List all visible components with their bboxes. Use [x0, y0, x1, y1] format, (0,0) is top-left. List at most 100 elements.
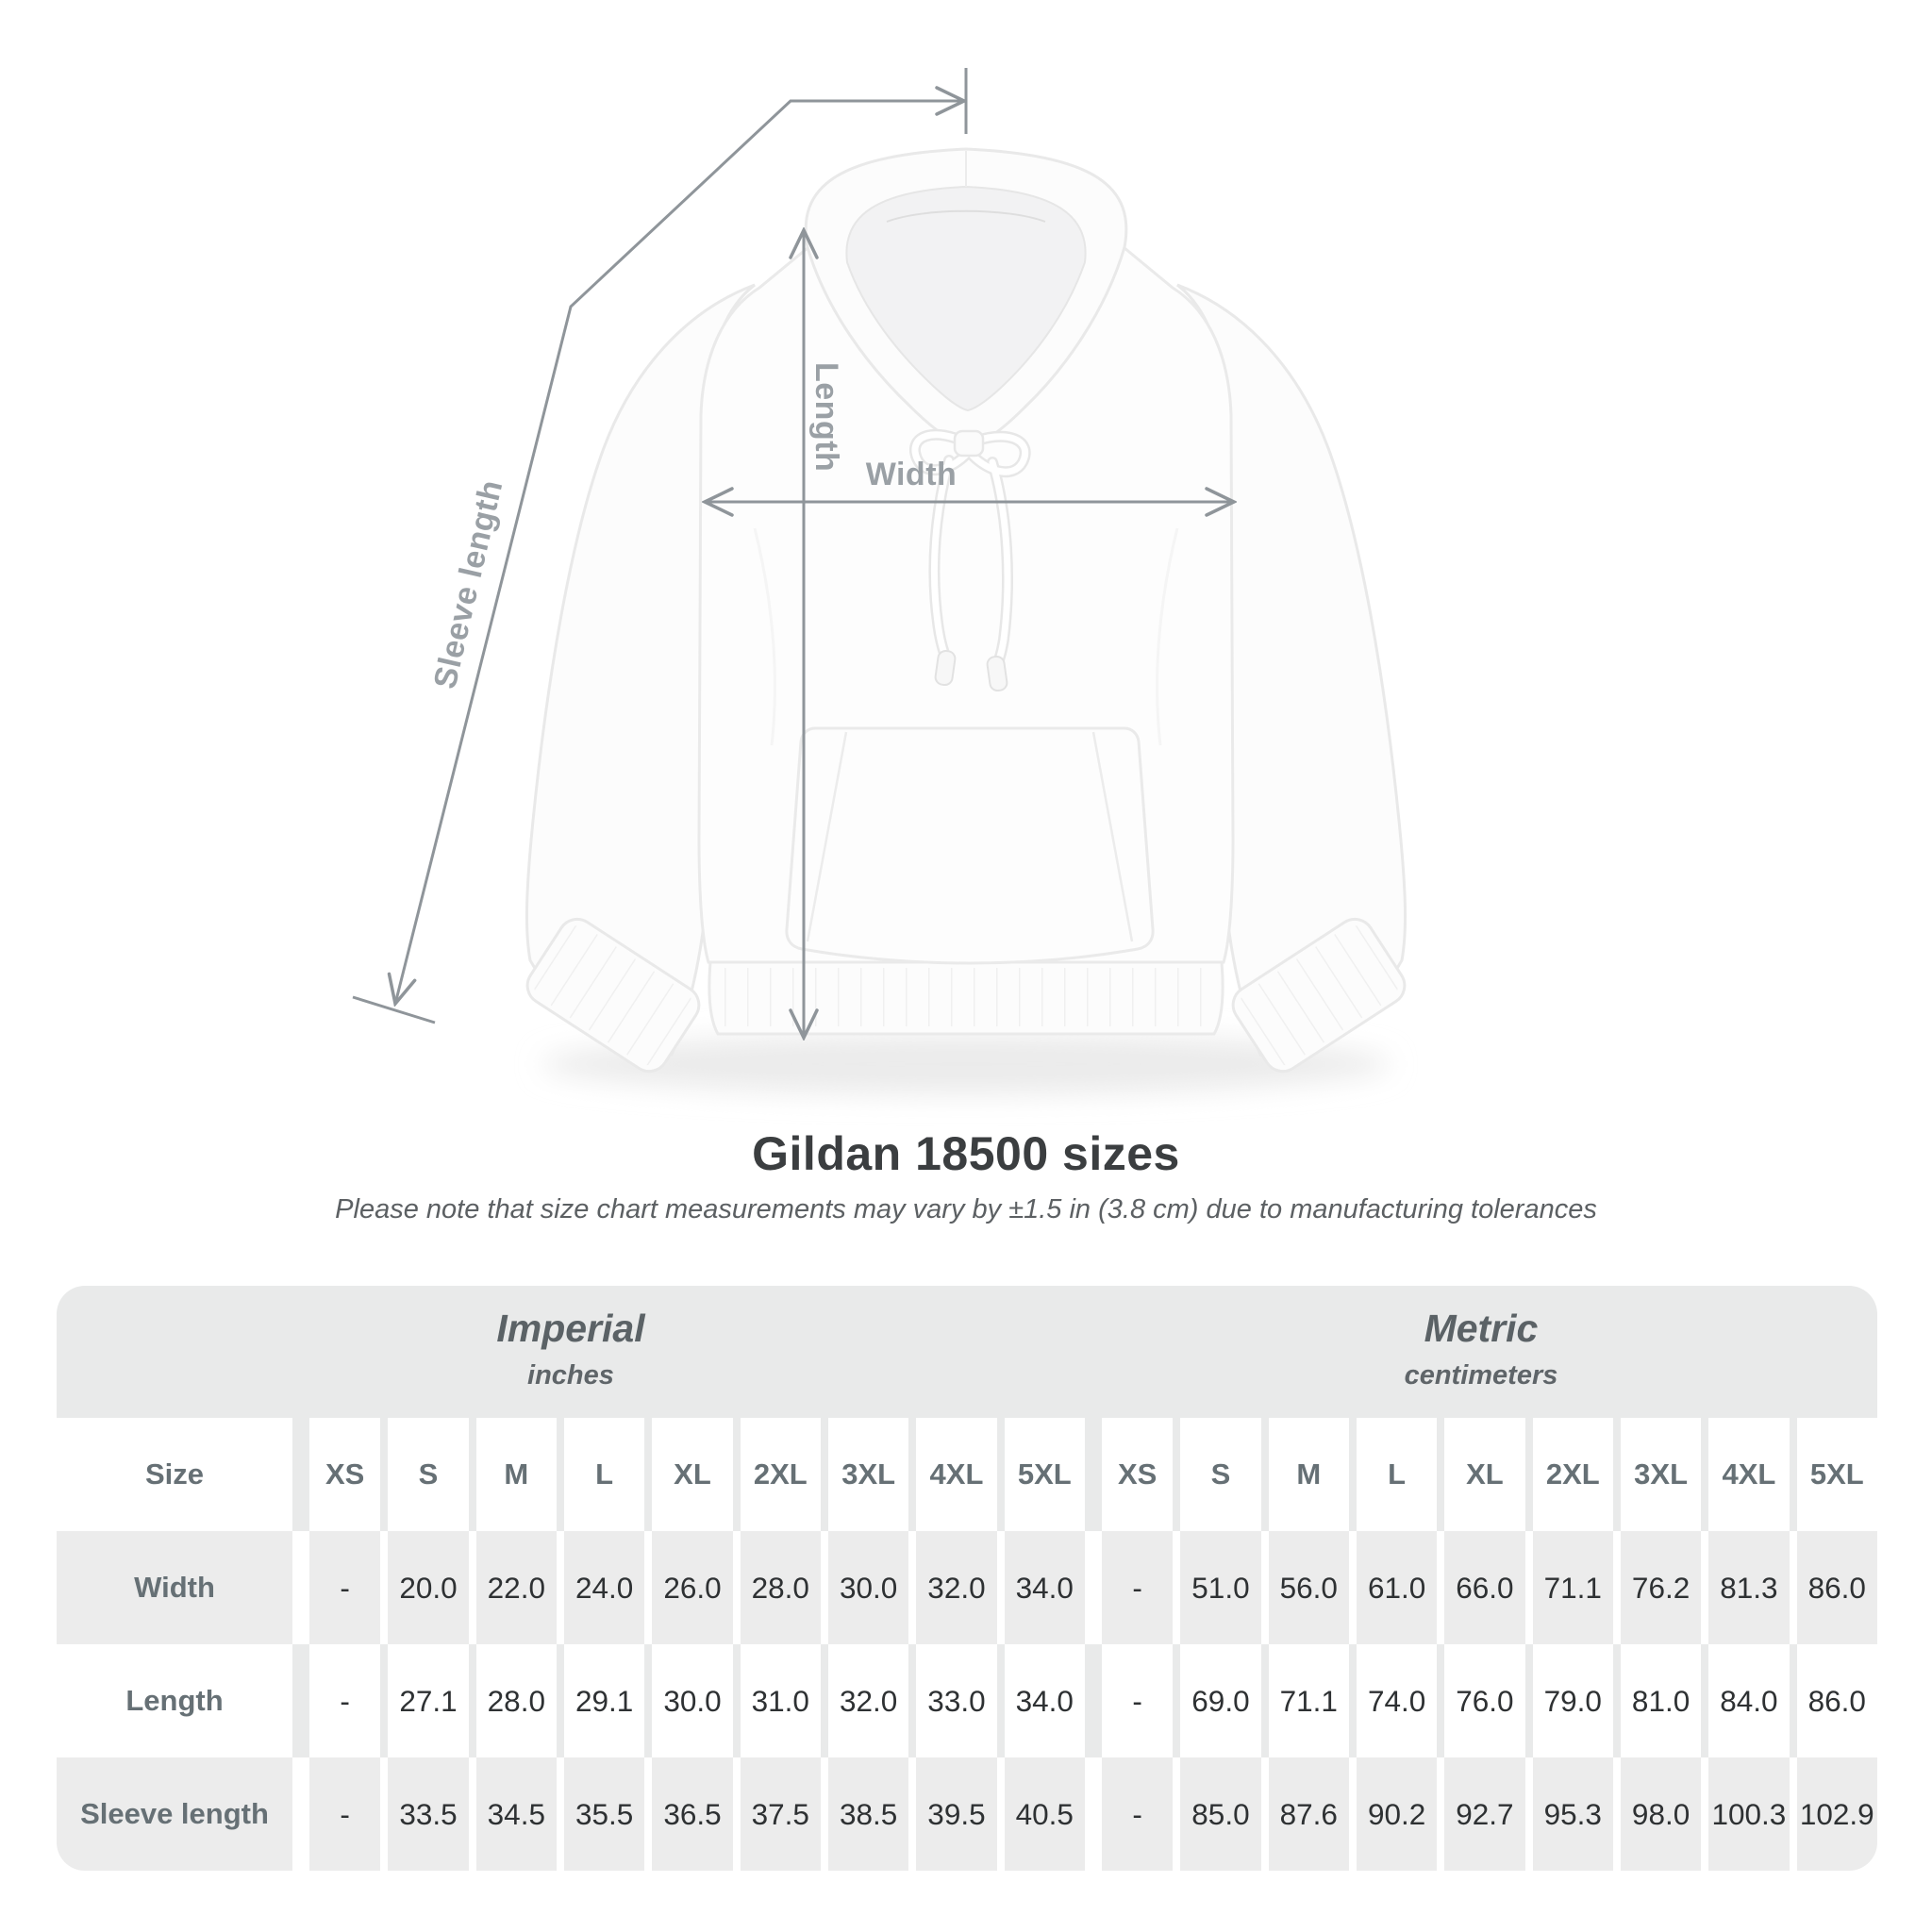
size-table-body: Width -20.0 22.0 24.0 26.0 28.0 30.0 32.0 34.0-5…	[57, 1531, 1877, 1871]
size-table: Imperial inches Metric centimeters Size …	[57, 1286, 1877, 1871]
value-cell: 56.0	[1260, 1531, 1349, 1644]
column-header-imperial-s: S	[380, 1418, 469, 1531]
column-header-metric-2xl: 2XL	[1524, 1418, 1613, 1531]
column-header-imperial-3xl: 3XL	[820, 1418, 909, 1531]
hoodie-shadow	[541, 1034, 1391, 1094]
column-header-metric-l: L	[1348, 1418, 1438, 1531]
metric-group-header: Metric centimeters	[1084, 1286, 1877, 1418]
value-cell: 29.1	[556, 1644, 645, 1757]
value-cell: 71.1	[1260, 1644, 1349, 1757]
value-cell: 71.1	[1524, 1531, 1613, 1644]
hoodie-measurement-diagram: Width Length Sleeve length	[352, 68, 1407, 1094]
tolerance-note: Please note that size chart measurements…	[335, 1194, 1597, 1224]
size-column-label: Size	[57, 1418, 292, 1531]
value-cell: 86.0	[1789, 1531, 1877, 1644]
value-cell: 27.1	[380, 1644, 469, 1757]
value-cell: 37.5	[732, 1757, 821, 1871]
column-header-metric-xs: XS	[1084, 1418, 1174, 1531]
value-cell: 51.0	[1173, 1531, 1261, 1644]
value-cell: 35.5	[556, 1757, 645, 1871]
column-header-row: Size XS S M L XL 2XL 3XL 4XL 5XL XS S M L XL 2XL 3XL 4XL…	[57, 1418, 1877, 1531]
column-header-imperial-5xl: 5XL	[996, 1418, 1085, 1531]
value-cell: 33.5	[380, 1757, 469, 1871]
column-header-imperial-4xl: 4XL	[908, 1418, 997, 1531]
value-cell: 100.3	[1701, 1757, 1790, 1871]
value-cell: 38.5	[820, 1757, 909, 1871]
measurement-row-sleeve-length: Sleeve length -33.5 34.5 35.5 36.5 37.5 38.5 39…	[57, 1757, 1877, 1871]
column-header-imperial-l: L	[556, 1418, 645, 1531]
kangaroo-pocket	[785, 726, 1155, 965]
value-cell: 76.2	[1612, 1531, 1702, 1644]
value-cell: -	[292, 1531, 381, 1644]
value-cell: 39.5	[908, 1757, 997, 1871]
imperial-unit-label: inches	[527, 1360, 614, 1391]
value-cell: 32.0	[820, 1644, 909, 1757]
value-cell: 90.2	[1348, 1757, 1438, 1871]
hoodie-graphic	[525, 147, 1407, 1094]
value-cell: 92.7	[1437, 1757, 1525, 1871]
page-title: Gildan 18500 sizes	[752, 1127, 1180, 1180]
column-header-imperial-xl: XL	[644, 1418, 733, 1531]
value-cell: 40.5	[996, 1757, 1085, 1871]
value-cell: 28.0	[732, 1531, 821, 1644]
value-cell: 84.0	[1701, 1644, 1790, 1757]
value-cell: 34.0	[996, 1644, 1085, 1757]
value-cell: 30.0	[820, 1531, 909, 1644]
value-cell: 95.3	[1524, 1757, 1613, 1871]
body-wrinkle-right	[1156, 527, 1179, 746]
value-cell: 98.0	[1612, 1757, 1702, 1871]
value-cell: 30.0	[644, 1644, 733, 1757]
unit-group-header-row: Imperial inches Metric centimeters	[57, 1286, 1877, 1418]
value-cell: 31.0	[732, 1644, 821, 1757]
column-header-metric-5xl: 5XL	[1789, 1418, 1877, 1531]
hoodie-illustration	[352, 68, 1407, 1094]
row-label: Width	[57, 1531, 292, 1644]
hem-band	[708, 960, 1224, 1036]
metric-unit-label: centimeters	[1404, 1360, 1558, 1391]
value-cell: 69.0	[1173, 1644, 1261, 1757]
value-cell: 66.0	[1437, 1531, 1525, 1644]
row-label: Sleeve length	[57, 1757, 292, 1871]
row-label: Length	[57, 1644, 292, 1757]
column-header-metric-xl: XL	[1437, 1418, 1525, 1531]
measurement-row-width: Width -20.0 22.0 24.0 26.0 28.0 30.0 32.0 34.0-5…	[57, 1531, 1877, 1644]
value-cell: -	[1084, 1531, 1174, 1644]
value-cell: 87.6	[1260, 1757, 1349, 1871]
value-cell: 36.5	[644, 1757, 733, 1871]
imperial-group-header: Imperial inches	[57, 1286, 1085, 1418]
column-header-imperial-xs: XS	[292, 1418, 381, 1531]
value-cell: 79.0	[1524, 1644, 1613, 1757]
value-cell: 28.0	[468, 1644, 557, 1757]
value-cell: -	[1084, 1757, 1174, 1871]
imperial-label: Imperial	[496, 1307, 645, 1350]
value-cell: 26.0	[644, 1531, 733, 1644]
value-cell: -	[292, 1757, 381, 1871]
column-header-imperial-2xl: 2XL	[732, 1418, 821, 1531]
value-cell: 81.3	[1701, 1531, 1790, 1644]
length-dimension-label: Length	[808, 362, 844, 473]
measurement-row-length: Length -27.1 28.0 29.1 30.0 31.0 32.0 33.0 34.0-…	[57, 1644, 1877, 1757]
value-cell: 61.0	[1348, 1531, 1438, 1644]
value-cell: 22.0	[468, 1531, 557, 1644]
value-cell: 24.0	[556, 1531, 645, 1644]
value-cell: 33.0	[908, 1644, 997, 1757]
column-header-metric-m: M	[1260, 1418, 1349, 1531]
value-cell: 32.0	[908, 1531, 997, 1644]
column-header-metric-s: S	[1173, 1418, 1261, 1531]
value-cell: 81.0	[1612, 1644, 1702, 1757]
value-cell: 74.0	[1348, 1644, 1438, 1757]
sleeve-length-arrow	[352, 68, 968, 1024]
value-cell: 86.0	[1789, 1644, 1877, 1757]
column-header-metric-3xl: 3XL	[1612, 1418, 1702, 1531]
width-dimension-label: Width	[865, 457, 958, 492]
value-cell: -	[292, 1644, 381, 1757]
dimension-lines	[352, 68, 1234, 1038]
column-header-metric-4xl: 4XL	[1701, 1418, 1790, 1531]
column-header-imperial-m: M	[468, 1418, 557, 1531]
value-cell: -	[1084, 1644, 1174, 1757]
value-cell: 102.9	[1789, 1757, 1877, 1871]
value-cell: 76.0	[1437, 1644, 1525, 1757]
value-cell: 34.5	[468, 1757, 557, 1871]
right-sleeve	[1176, 283, 1407, 1074]
value-cell: 20.0	[380, 1531, 469, 1644]
